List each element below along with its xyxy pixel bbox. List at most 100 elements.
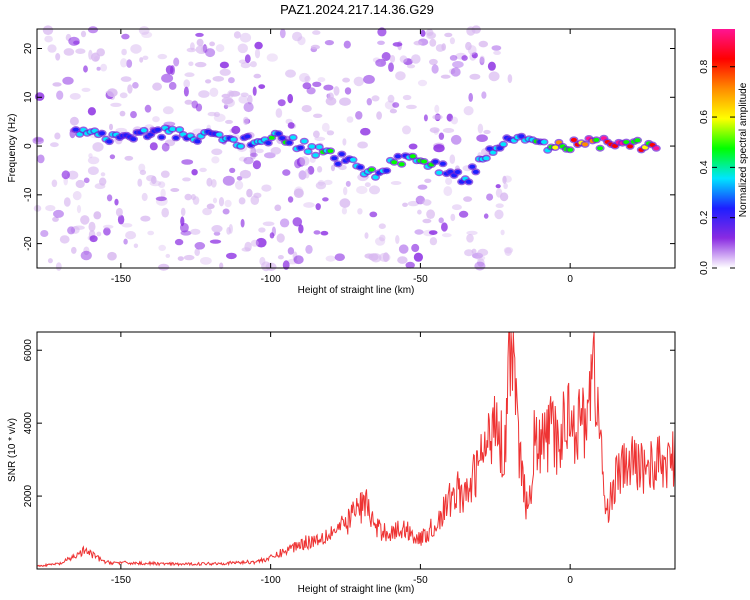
spectrogram-speckle — [306, 87, 316, 95]
spectrogram-ridge-cell — [552, 145, 559, 150]
spectrogram-ridge-cell — [130, 137, 137, 142]
spectrogram-speckle — [451, 204, 462, 211]
spectrogram-speckle — [503, 182, 508, 190]
spectrogram-speckle — [181, 159, 194, 165]
spectrogram-ridge-cell — [316, 145, 323, 149]
spectrogram-speckle — [293, 255, 304, 265]
spectrogram-speckle — [399, 55, 408, 63]
spectrogram-ridge-cell — [627, 144, 634, 149]
spectrogram-ridge-cell — [331, 156, 338, 161]
spectrogram-speckle — [304, 75, 311, 83]
spectrogram-speckle — [80, 215, 90, 225]
spectrogram-speckle — [184, 72, 195, 77]
spectrogram-speckle — [464, 249, 474, 257]
spectrogram-speckle — [366, 98, 372, 106]
spectrogram-ridge-cell — [465, 179, 472, 184]
spectrogram-speckle — [250, 152, 258, 158]
spectrogram-speckle — [379, 234, 386, 242]
spectrogram-speckle — [428, 230, 438, 236]
spectrogram-ridge-cell — [472, 169, 479, 174]
spectrogram-speckle — [33, 137, 44, 142]
spectrogram-speckle — [298, 224, 304, 234]
spectrogram-speckle — [414, 229, 424, 235]
spectrogram-speckle — [486, 193, 494, 201]
spectrogram-speckle — [37, 154, 45, 164]
spectrogram-speckle — [323, 179, 333, 185]
spectrogram-ridge-cell — [634, 138, 641, 143]
spectrogram-speckle — [491, 45, 502, 51]
spectrogram-speckle — [151, 175, 157, 185]
spectrogram-speckle — [483, 213, 489, 219]
spectrogram-speckle — [252, 160, 261, 170]
spectrogram-speckle — [389, 108, 397, 114]
spectrogram-speckle — [72, 191, 82, 201]
spectrogram-ridge-cell — [297, 145, 304, 150]
colorbar-label: Normalized spectral amplitude — [738, 82, 749, 217]
y-tick-label: 6000 — [23, 339, 34, 362]
spectrogram-speckle — [444, 32, 453, 38]
spectrogram-ridge-cell — [597, 146, 604, 151]
spectrogram-speckle — [392, 42, 403, 47]
spectrogram-speckle — [239, 169, 251, 179]
spectrogram-speckle — [132, 82, 139, 89]
spectrogram-speckle — [494, 209, 504, 220]
spectrogram-speckle — [139, 57, 144, 63]
spectrogram-ridge-cell — [279, 136, 286, 141]
spectrogram-speckle — [279, 28, 286, 39]
spectrogram-speckle — [303, 202, 315, 208]
spectrogram-speckle — [100, 172, 106, 177]
spectrogram-speckle — [270, 147, 282, 155]
colorbar-tick-label: 0.8 — [699, 59, 710, 73]
spectrogram-speckle — [152, 82, 163, 91]
spectrogram-speckle — [445, 177, 453, 185]
spectrogram-ridge-cell — [308, 144, 315, 149]
spectrogram-speckle — [438, 132, 445, 140]
spectrogram-speckle — [429, 127, 440, 133]
spectrogram-speckle — [339, 198, 351, 208]
spectrogram-speckle — [238, 59, 247, 64]
spectrogram-speckle — [219, 262, 224, 270]
spectrogram-ridge-cell — [158, 135, 165, 140]
spectrogram-ridge-cell — [623, 140, 630, 145]
spectrogram-speckle — [63, 48, 75, 56]
spectrogram-speckle — [375, 237, 386, 246]
spectrogram-speckle — [173, 57, 180, 67]
spectrogram-speckle — [53, 209, 64, 218]
spectrogram-speckle — [252, 86, 257, 96]
spectrogram-speckle — [341, 207, 347, 215]
spectrogram-speckle — [142, 55, 149, 60]
spectrogram-speckle — [157, 53, 168, 60]
spectrogram-speckle — [261, 184, 272, 192]
spectrogram-ridge-cell — [335, 161, 341, 166]
spectrogram-speckle — [370, 253, 382, 263]
spectrogram-speckle — [474, 261, 486, 271]
snr-panel: -150 -100 -50 0 2000 4000 6000 Height of strai… — [7, 331, 676, 595]
spectrogram-speckle — [477, 123, 484, 134]
spectrogram-speckle — [81, 87, 91, 92]
spectrogram-speckle — [441, 43, 447, 51]
spectrogram-speckle — [161, 142, 170, 152]
spectrogram-speckle — [80, 30, 87, 38]
spectrogram-speckle — [228, 90, 241, 97]
spectrogram-speckle — [320, 230, 329, 236]
spectrogram-speckle — [315, 203, 321, 211]
spectrogram-speckle — [259, 256, 266, 266]
spectrogram-speckle — [158, 181, 166, 189]
spectrogram-speckle — [249, 61, 257, 68]
spectrogram-speckle — [152, 116, 160, 123]
spectrogram-ridge-cell — [421, 159, 428, 164]
spectrogram-speckle — [438, 217, 444, 224]
spectrogram-speckle — [425, 32, 436, 40]
spectrogram-speckle — [109, 123, 113, 131]
spectrogram-speckle — [310, 44, 320, 50]
spectrogram-speckle — [192, 196, 200, 205]
spectrogram-speckle — [369, 185, 380, 195]
spectrogram-speckle — [228, 77, 235, 84]
spectrogram-speckle — [477, 258, 485, 267]
spectrogram-ridge-cell — [216, 132, 223, 137]
spectrogram-speckle — [223, 98, 235, 108]
spectrogram-speckle — [274, 204, 282, 212]
spectrogram-speckle — [356, 185, 368, 195]
spectrogram-speckle — [202, 207, 213, 216]
